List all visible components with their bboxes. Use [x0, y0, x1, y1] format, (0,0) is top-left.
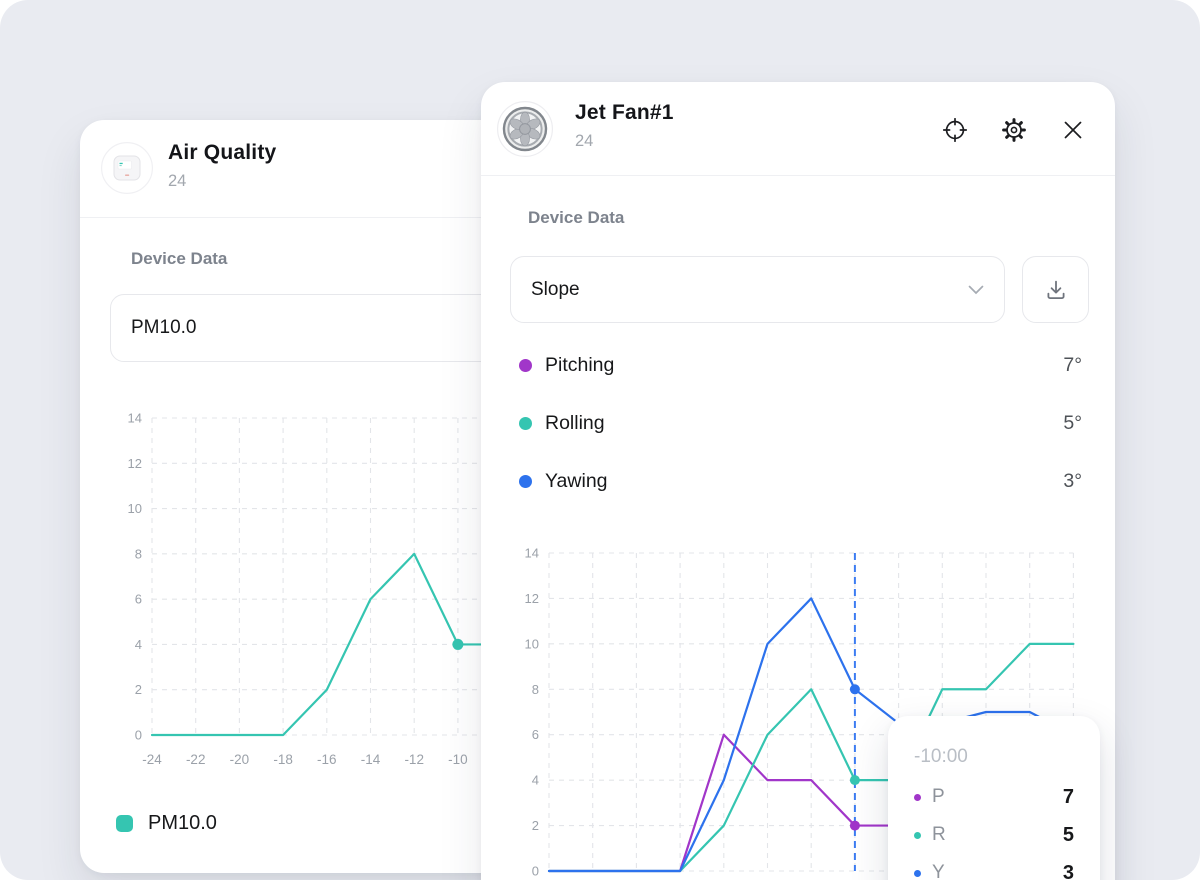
jet-fan-icon: [497, 101, 553, 157]
dashboard-background: Air Quality 24 Device Data PM10.0 024681…: [0, 0, 1200, 880]
svg-text:-18: -18: [273, 752, 293, 767]
metric-row[interactable]: Pitching7°: [519, 336, 1082, 394]
svg-text:-14: -14: [361, 752, 381, 767]
svg-text:8: 8: [135, 546, 142, 561]
close-icon[interactable]: [1061, 118, 1085, 142]
metric-label: Yawing: [545, 470, 1063, 493]
air-quality-device-avatar: [101, 142, 153, 194]
metric-label: Rolling: [545, 412, 1063, 435]
tooltip-row: R5: [914, 816, 1074, 854]
card-subtitle: 24: [168, 172, 186, 191]
svg-text:0: 0: [532, 864, 539, 879]
legend-label: PM10.0: [148, 812, 217, 835]
legend-item-pm10[interactable]: PM10.0: [116, 812, 217, 835]
svg-text:-22: -22: [186, 752, 206, 767]
header-actions: [943, 118, 1085, 142]
card-title: Jet Fan#1: [575, 101, 674, 125]
section-label: Device Data: [528, 208, 624, 228]
metric-legend-list: Pitching7°Rolling5°Yawing3°: [519, 336, 1082, 510]
svg-text:6: 6: [135, 592, 142, 607]
metric-label: Pitching: [545, 354, 1063, 377]
svg-text:4: 4: [135, 637, 142, 652]
metric-row[interactable]: Yawing3°: [519, 452, 1082, 510]
tooltip-row: Y3: [914, 854, 1074, 880]
svg-text:-10: -10: [448, 752, 468, 767]
selector-value: PM10.0: [131, 317, 196, 339]
settings-icon[interactable]: [1002, 118, 1026, 142]
tooltip-series-dot: [914, 832, 921, 839]
metric-dot: [519, 475, 532, 488]
tooltip-series-value: 5: [1063, 824, 1074, 847]
tooltip-series-value: 7: [1063, 786, 1074, 809]
tooltip-rows: P7R5Y3: [914, 778, 1074, 880]
tooltip-series-label: R: [932, 824, 1063, 846]
metric-value: 5°: [1063, 412, 1082, 435]
air-quality-sensor-icon: [101, 142, 153, 194]
tooltip-timestamp: -10:00: [914, 746, 1074, 768]
section-label: Device Data: [131, 249, 227, 269]
metric-dot: [519, 359, 532, 372]
metric-dot: [519, 417, 532, 430]
svg-text:12: 12: [525, 591, 539, 606]
tooltip-series-dot: [914, 794, 921, 801]
download-button[interactable]: [1022, 256, 1089, 323]
chevron-down-icon: [968, 285, 984, 295]
jet-fan-card: Jet Fan#1 24 Devi: [481, 82, 1115, 880]
metric-row[interactable]: Rolling5°: [519, 394, 1082, 452]
download-icon: [1044, 278, 1068, 302]
air-quality-chart[interactable]: 0 2 4 6 8 10 12 14 -24 -22 -20 -18 -16 -14 -12 -10: [108, 395, 488, 777]
legend-swatch: [116, 815, 133, 832]
tooltip-series-dot: [914, 870, 921, 877]
metric-value: 3°: [1063, 470, 1082, 493]
tooltip-series-value: 3: [1063, 862, 1074, 880]
tooltip-series-label: P: [932, 786, 1063, 808]
svg-text:14: 14: [525, 546, 539, 561]
svg-text:-20: -20: [230, 752, 250, 767]
svg-text:6: 6: [532, 727, 539, 742]
header-divider: [481, 175, 1115, 176]
tooltip-row: P7: [914, 778, 1074, 816]
svg-text:14: 14: [128, 411, 142, 426]
card-title: Air Quality: [168, 141, 276, 165]
svg-text:-12: -12: [404, 752, 424, 767]
svg-text:8: 8: [532, 682, 539, 697]
jet-fan-device-avatar: [497, 101, 553, 157]
chart-tooltip: -10:00 P7R5Y3: [888, 716, 1100, 880]
selector-value: Slope: [531, 279, 580, 301]
target-icon[interactable]: [943, 118, 967, 142]
tooltip-series-label: Y: [932, 862, 1063, 880]
svg-text:2: 2: [135, 682, 142, 697]
metric-value: 7°: [1063, 354, 1082, 377]
card-subtitle: 24: [575, 132, 593, 151]
svg-text:12: 12: [128, 456, 142, 471]
svg-text:4: 4: [532, 773, 539, 788]
svg-text:-16: -16: [317, 752, 337, 767]
svg-text:-24: -24: [142, 752, 162, 767]
svg-text:2: 2: [532, 818, 539, 833]
svg-text:10: 10: [525, 636, 539, 651]
svg-text:10: 10: [128, 501, 142, 516]
slope-metric-selector[interactable]: Slope: [510, 256, 1005, 323]
svg-text:0: 0: [135, 728, 142, 743]
